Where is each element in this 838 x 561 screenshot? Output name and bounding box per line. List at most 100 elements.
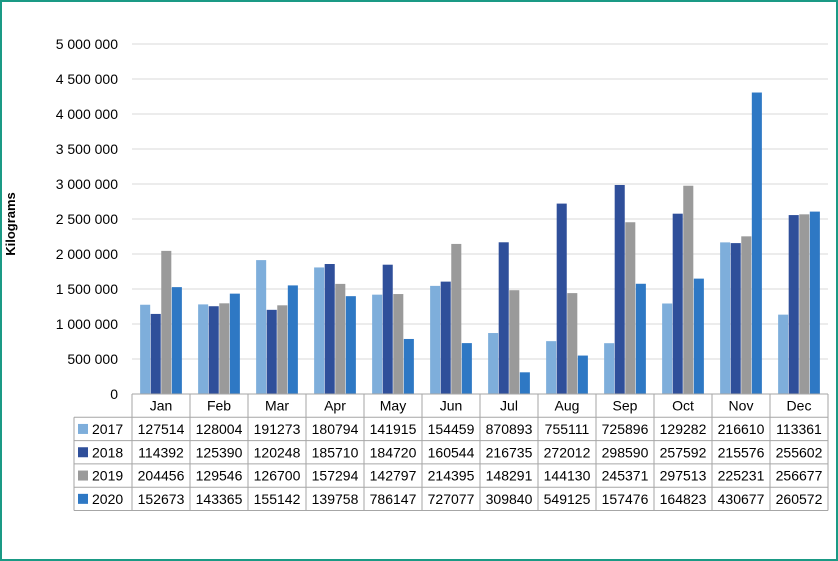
table-cell: 120248 xyxy=(254,444,301,460)
legend-label: 2019 xyxy=(92,468,123,484)
bar-2020-jan xyxy=(171,287,182,394)
bar-2018-dec xyxy=(788,215,799,394)
table-cell: 214395 xyxy=(428,468,475,484)
table-cell: 143365 xyxy=(196,491,243,507)
bar-2017-apr xyxy=(314,267,325,394)
bar-2019-jul xyxy=(509,290,520,394)
table-cell: 180794 xyxy=(312,421,359,437)
table-cell: 245371 xyxy=(602,468,649,484)
bar-2017-oct xyxy=(662,303,673,394)
bar-2018-jul xyxy=(498,242,509,394)
bar-2018-feb xyxy=(208,306,219,394)
x-category-label: Oct xyxy=(672,398,694,414)
table-cell: 152673 xyxy=(138,491,185,507)
y-tick-label: 5 000 000 xyxy=(56,36,118,52)
x-category-label: Dec xyxy=(787,398,812,414)
table-cell: 114392 xyxy=(138,444,184,460)
bar-2018-nov xyxy=(730,243,741,394)
table-cell: 184720 xyxy=(370,444,417,460)
y-tick-label: 4 000 000 xyxy=(56,106,118,122)
table-cell: 139758 xyxy=(312,491,359,507)
y-tick-label: 2 000 000 xyxy=(56,246,118,262)
x-category-label: Jun xyxy=(440,398,463,414)
bar-2020-aug xyxy=(577,355,588,394)
bar-2020-apr xyxy=(345,296,356,394)
table-cell: 298590 xyxy=(602,444,649,460)
table-cell: 216610 xyxy=(718,421,765,437)
bar-2020-dec xyxy=(809,211,820,394)
y-tick-label: 3 500 000 xyxy=(56,141,118,157)
bar-2017-aug xyxy=(546,341,557,394)
bar-2018-aug xyxy=(556,203,567,394)
x-category-label: Sep xyxy=(613,398,638,414)
x-category-label: Jul xyxy=(500,398,518,414)
bar-2019-nov xyxy=(741,236,752,394)
bar-2020-feb xyxy=(229,293,240,394)
table-cell: 755111 xyxy=(545,421,590,437)
table-cell: 160544 xyxy=(428,444,475,460)
table-cell: 216735 xyxy=(486,444,533,460)
legend-key-2019 xyxy=(78,470,88,481)
table-cell: 129282 xyxy=(660,421,707,437)
bar-2020-mar xyxy=(287,285,298,394)
table-cell: 215576 xyxy=(718,444,765,460)
table-cell: 185710 xyxy=(312,444,359,460)
y-tick-label: 0 xyxy=(110,386,118,402)
bar-2019-may xyxy=(393,294,404,394)
table-cell: 129546 xyxy=(196,468,243,484)
table-cell: 204456 xyxy=(138,468,185,484)
bar-2019-mar xyxy=(277,305,288,394)
y-axis-title: Kilograms xyxy=(3,192,18,256)
bar-2017-may xyxy=(372,294,383,394)
bar-2020-jun xyxy=(461,343,472,394)
x-category-label: Jan xyxy=(150,398,173,414)
table-cell: 125390 xyxy=(196,444,243,460)
y-tick-label: 4 500 000 xyxy=(56,71,118,87)
bar-2019-aug xyxy=(567,293,578,394)
y-tick-label: 500 000 xyxy=(67,351,118,367)
bar-2017-jul xyxy=(488,333,499,394)
x-category-label: May xyxy=(380,398,406,414)
table-cell: 144130 xyxy=(544,468,591,484)
table-cell: 272012 xyxy=(544,444,591,460)
legend-label: 2020 xyxy=(92,491,123,507)
bar-2020-sep xyxy=(635,283,646,394)
table-cell: 786147 xyxy=(370,491,417,507)
table-cell: 727077 xyxy=(428,491,475,507)
bar-2019-oct xyxy=(683,185,694,394)
x-category-label: Mar xyxy=(265,398,289,414)
legend-label: 2018 xyxy=(92,444,123,460)
table-cell: 549125 xyxy=(544,491,591,507)
table-cell: 126700 xyxy=(254,468,301,484)
y-tick-label: 2 500 000 xyxy=(56,211,118,227)
table-cell: 142797 xyxy=(370,468,417,484)
x-category-label: Nov xyxy=(729,398,754,414)
table-cell: 725896 xyxy=(602,421,649,437)
x-category-label: Feb xyxy=(207,398,231,414)
bar-2018-jun xyxy=(440,281,451,394)
bar-2017-feb xyxy=(198,304,209,394)
legend-label: 2017 xyxy=(92,421,123,437)
bar-2018-oct xyxy=(672,213,683,394)
bar-2018-apr xyxy=(324,264,335,394)
bar-2018-may xyxy=(382,264,393,394)
table-cell: 155142 xyxy=(254,491,301,507)
table-cell: 154459 xyxy=(428,421,475,437)
table-cell: 157476 xyxy=(602,491,649,507)
bar-2017-jun xyxy=(430,285,441,394)
bar-2017-dec xyxy=(778,314,789,394)
bar-2019-jun xyxy=(451,243,462,394)
y-tick-label: 3 000 000 xyxy=(56,176,118,192)
bar-2020-may xyxy=(403,338,414,394)
bar-2019-dec xyxy=(799,214,810,394)
table-cell: 191273 xyxy=(254,421,301,437)
bar-2020-jul xyxy=(519,372,530,394)
table-cell: 128004 xyxy=(196,421,243,437)
table-cell: 309840 xyxy=(486,491,533,507)
bar-2017-jan xyxy=(140,304,151,394)
x-category-label: Aug xyxy=(555,398,580,414)
table-cell: 225231 xyxy=(718,468,765,484)
table-cell: 297513 xyxy=(660,468,707,484)
